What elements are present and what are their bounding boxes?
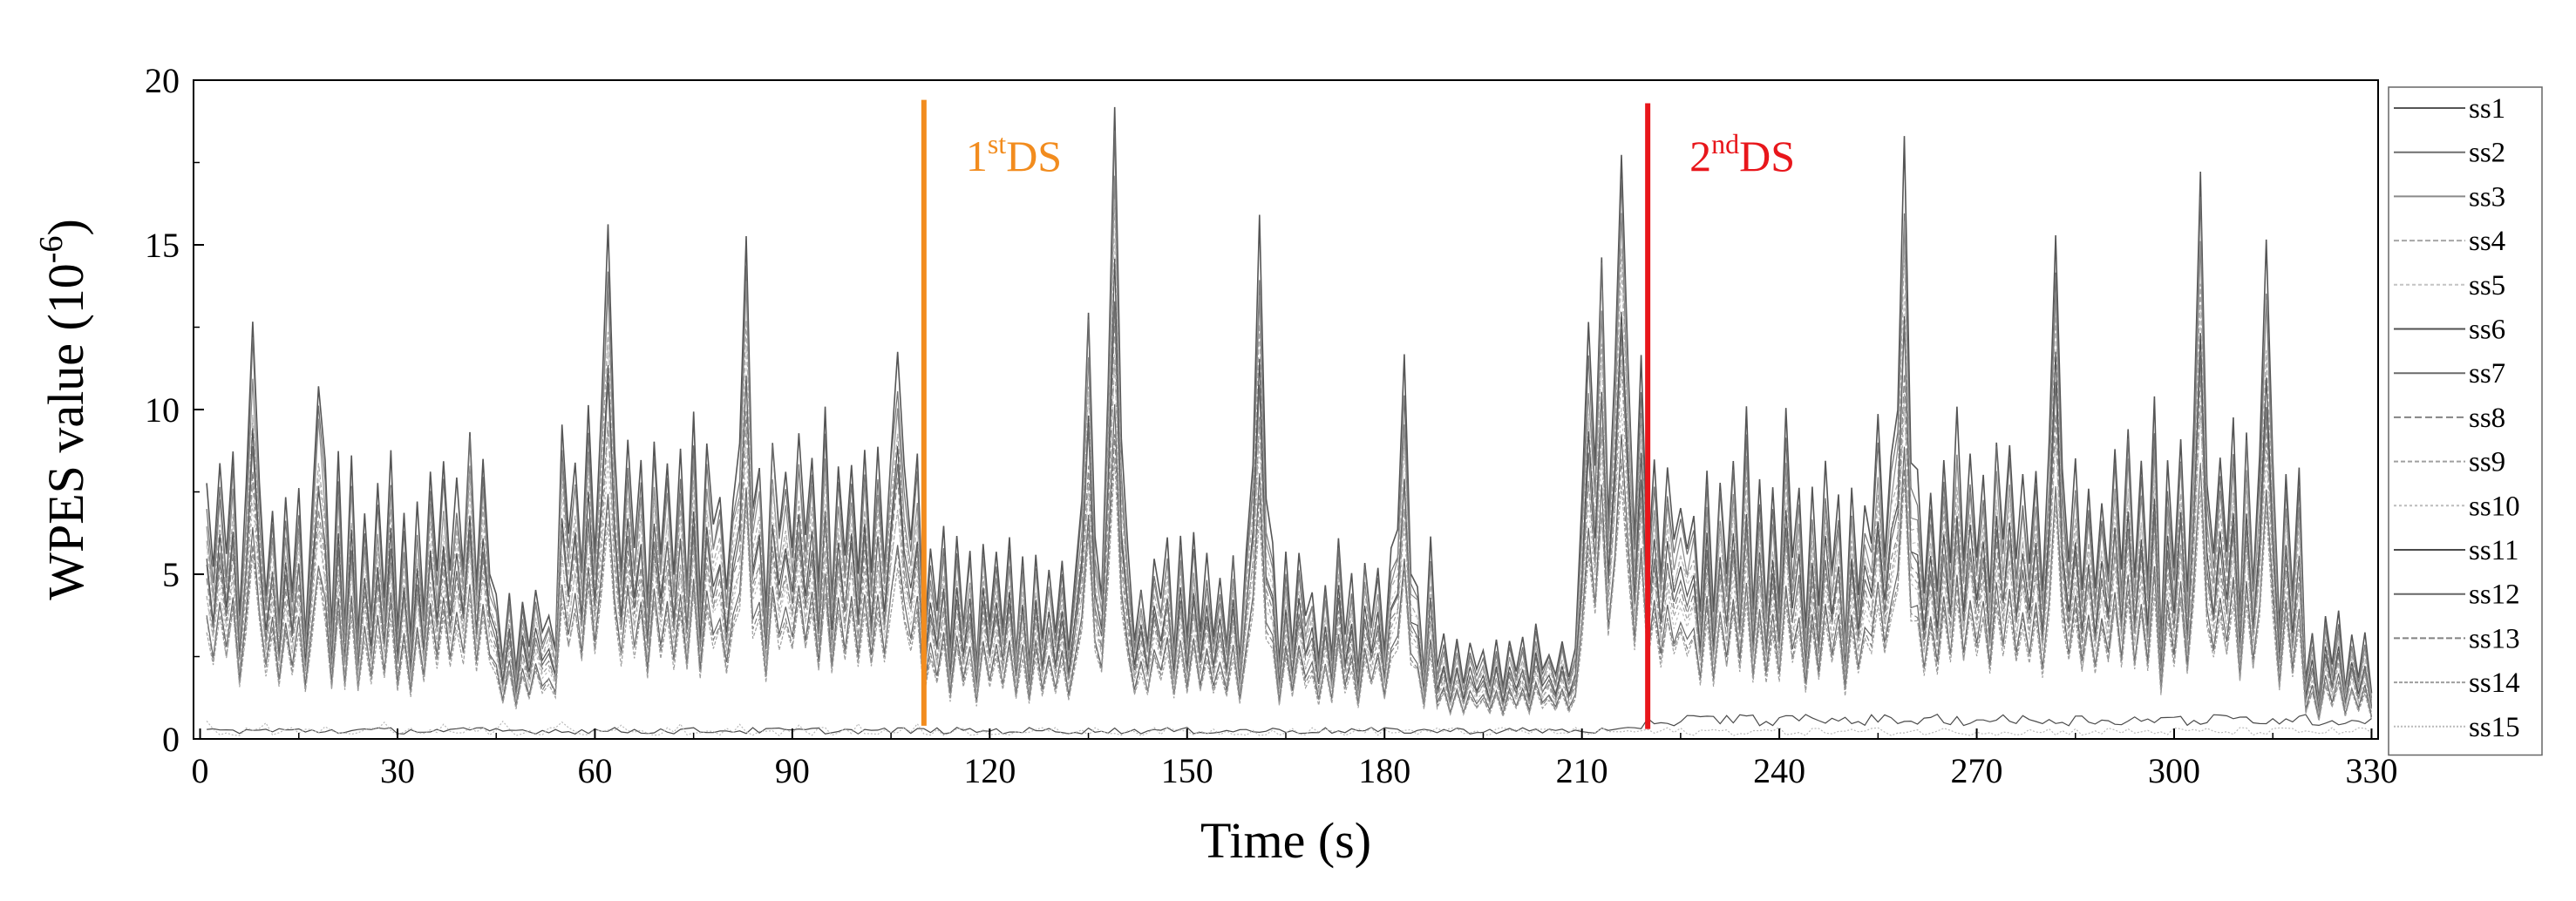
legend-box: ss1 ss2 ss3 ss4 ss5 ss6 ss7 ss8 ss9 ss10 ss11 ss12 s… bbox=[2388, 86, 2543, 756]
y-tick-label: 0 bbox=[162, 720, 180, 759]
x-axis-label: Time (s) bbox=[1200, 812, 1371, 869]
axes-layer: 0 30 60 90 120 150 180 210 240 270 300 330 0 5 10 15 20 T… bbox=[33, 61, 2397, 869]
series-line-ss1 bbox=[206, 106, 2373, 701]
x-tick-label: 150 bbox=[1161, 751, 1213, 790]
legend-label-ss14: ss14 bbox=[2469, 667, 2520, 699]
legend-label-ss13: ss13 bbox=[2469, 623, 2520, 654]
series-layer bbox=[206, 106, 2373, 736]
series-line-ss10 bbox=[206, 353, 2373, 718]
series-line-ss8 bbox=[206, 319, 2373, 714]
x-tick-label: 300 bbox=[2148, 751, 2200, 790]
y-tick-label: 5 bbox=[162, 555, 180, 594]
legend-label-ss11: ss11 bbox=[2469, 535, 2518, 566]
y-tick-label: 15 bbox=[145, 226, 180, 265]
x-tick-label: 270 bbox=[1951, 751, 2003, 790]
legend-label-ss5: ss5 bbox=[2469, 270, 2505, 301]
y-axis-label: WPES value (10-6) bbox=[33, 219, 94, 600]
legend-label-ss9: ss9 bbox=[2469, 447, 2505, 478]
legend-label-ss8: ss8 bbox=[2469, 403, 2505, 434]
event-label-2: 2ndDS bbox=[1689, 128, 1795, 180]
legend-label-ss15: ss15 bbox=[2469, 712, 2520, 743]
legend-label-ss7: ss7 bbox=[2469, 358, 2505, 390]
legend-label-ss2: ss2 bbox=[2469, 138, 2505, 169]
series-line-ss2 bbox=[206, 130, 2373, 702]
y-tick-label: 20 bbox=[145, 61, 180, 100]
event-label-1: 1stDS bbox=[966, 128, 1062, 180]
legend-label-ss4: ss4 bbox=[2469, 226, 2505, 257]
legend-label-ss1: ss1 bbox=[2469, 93, 2505, 125]
legend-label-ss6: ss6 bbox=[2469, 315, 2505, 346]
series-line-ss12 bbox=[206, 403, 2373, 721]
series-line-ss9 bbox=[206, 358, 2373, 715]
event-layer: 1stDS 2ndDS bbox=[921, 99, 1795, 729]
x-tick-label: 0 bbox=[192, 751, 209, 790]
legend-label-ss12: ss12 bbox=[2469, 579, 2520, 611]
legend-frame bbox=[2388, 86, 2543, 756]
series-line-ss13 bbox=[206, 434, 2373, 721]
series-line-ss14 bbox=[206, 457, 2373, 721]
x-tick-label: 210 bbox=[1556, 751, 1608, 790]
x-tick-label: 240 bbox=[1753, 751, 1805, 790]
x-tick-label: 90 bbox=[775, 751, 810, 790]
x-tick-label: 60 bbox=[577, 751, 612, 790]
x-tick-label: 120 bbox=[963, 751, 1016, 790]
series-line-ss15 bbox=[206, 720, 2372, 736]
legend-label-ss10: ss10 bbox=[2469, 491, 2520, 522]
y-tick-label: 10 bbox=[145, 390, 180, 430]
x-tick-label: 180 bbox=[1358, 751, 1410, 790]
legend-label-ss3: ss3 bbox=[2469, 181, 2505, 213]
x-tick-label: 30 bbox=[380, 751, 415, 790]
series-line-ss11 bbox=[207, 713, 2372, 735]
series-line-ss5 bbox=[206, 237, 2373, 708]
x-tick-label: 330 bbox=[2345, 751, 2397, 790]
series-line-ss4 bbox=[206, 199, 2373, 708]
